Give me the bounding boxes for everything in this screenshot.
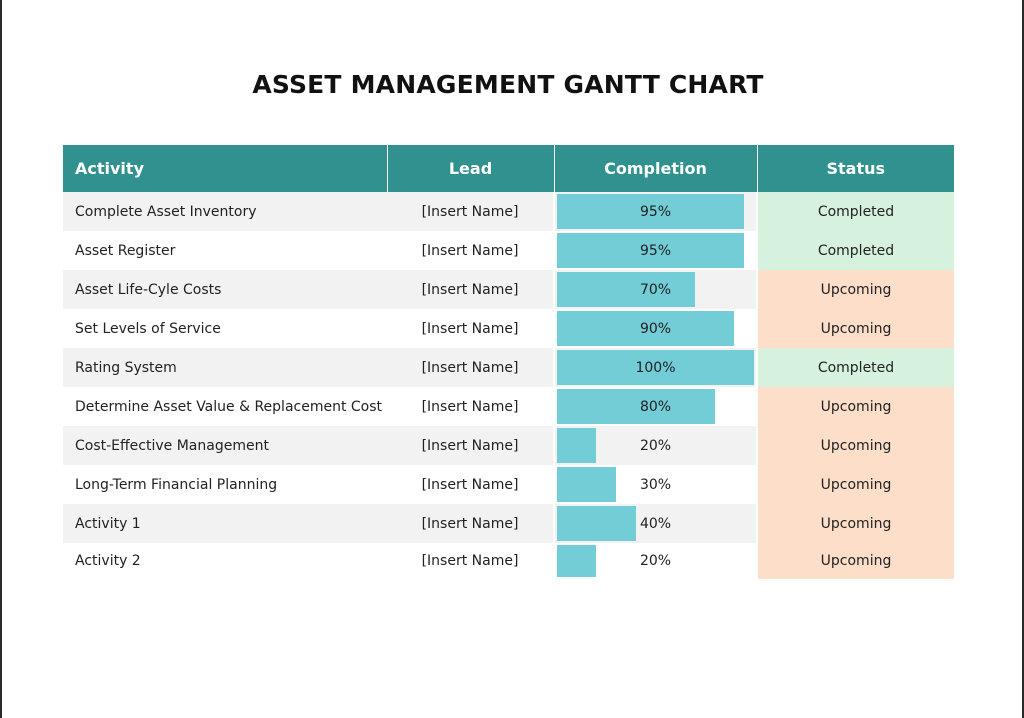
completion-track: 20% [557,428,754,463]
completion-bar [557,311,735,346]
activity-cell: Cost-Effective Management [63,426,387,465]
completion-bar [557,233,745,268]
completion-track: 95% [557,233,754,268]
column-header-activity: Activity [63,145,387,192]
completion-cell: 95% [553,231,757,270]
lead-cell: [Insert Name] [421,320,519,337]
completion-bar [557,272,695,307]
completion-track: 100% [557,350,754,385]
lead-cell: [Insert Name] [421,242,519,259]
table-row: Long-Term Financial Planning [Insert Nam… [63,465,954,504]
activity-cell: Asset Register [75,242,176,259]
status-cell: Upcoming [756,543,954,579]
activity-cell: Complete Asset Inventory [63,192,387,231]
completion-cell: 20% [553,543,757,579]
table-row: Cost-Effective Management [Insert Name] … [63,426,954,465]
table-row: Complete Asset Inventory [Insert Name] 9… [63,192,954,231]
activity-cell: Asset Life-Cyle Costs [63,270,387,309]
status-cell: Upcoming [756,504,954,543]
completion-label: 95% [639,203,672,220]
activity-cell: Activity 2 [75,553,141,569]
status-cell: Upcoming [756,465,954,504]
completion-cell: 100% [553,348,757,387]
completion-bar [557,545,597,577]
completion-track: 80% [557,389,754,424]
lead-cell: [Insert Name] [387,504,554,543]
column-header-completion: Completion [553,145,757,192]
completion-bar [557,506,636,541]
table-row: Asset Life-Cyle Costs [Insert Name] 70% … [63,270,954,309]
lead-cell: [Insert Name] [387,192,554,231]
completion-track: 95% [557,194,754,229]
completion-cell: 70% [553,270,757,309]
status-cell: Upcoming [756,426,954,465]
completion-label: 70% [639,281,672,298]
activity-cell: Activity 1 [63,504,387,543]
lead-cell: [Insert Name] [387,426,554,465]
completion-label: 20% [639,553,672,569]
table-row: Activity 2 [Insert Name] 20% Upcoming [63,543,954,579]
completion-cell: 95% [553,192,757,231]
completion-bar [557,428,597,463]
lead-cell: [Insert Name] [387,270,554,309]
completion-cell: 90% [553,309,757,348]
completion-label: 30% [639,476,672,493]
completion-bar [557,467,617,502]
column-header-status: Status [756,145,954,192]
table-row: Determine Asset Value & Replacement Cost… [63,387,954,426]
activity-cell: Set Levels of Service [75,320,221,337]
completion-track: 20% [557,545,754,577]
completion-cell: 30% [553,465,757,504]
lead-cell: [Insert Name] [421,553,519,569]
lead-cell: [Insert Name] [387,348,554,387]
status-cell: Completed [756,231,954,270]
completion-label: 80% [639,398,672,415]
completion-bar [557,389,715,424]
gantt-table: Activity Lead Completion Status Complete… [63,145,954,579]
completion-track: 90% [557,311,754,346]
activity-cell: Rating System [63,348,387,387]
header-row: Activity Lead Completion Status [63,145,954,192]
completion-cell: 80% [553,387,757,426]
completion-cell: 20% [553,426,757,465]
lead-cell: [Insert Name] [421,398,519,415]
completion-track: 40% [557,506,754,541]
column-header-lead: Lead [386,145,554,192]
table-row: Activity 1 [Insert Name] 40% Upcoming [63,504,954,543]
table-row: Set Levels of Service [Insert Name] 90% … [63,309,954,348]
completion-label: 20% [639,437,672,454]
status-cell: Upcoming [756,309,954,348]
page-title: ASSET MANAGEMENT GANTT CHART [252,70,764,99]
status-cell: Upcoming [756,270,954,309]
activity-cell: Long-Term Financial Planning [75,476,278,493]
status-cell: Upcoming [756,387,954,426]
table-body: Complete Asset Inventory [Insert Name] 9… [63,192,954,579]
lead-cell: [Insert Name] [421,476,519,493]
completion-bar [557,194,745,229]
status-cell: Completed [756,192,954,231]
status-cell: Completed [756,348,954,387]
completion-label: 95% [639,242,672,259]
completion-track: 70% [557,272,754,307]
completion-track: 30% [557,467,754,502]
completion-bar [557,350,754,385]
completion-cell: 40% [553,504,757,543]
completion-label: 40% [639,515,672,532]
completion-label: 90% [639,320,672,337]
completion-label: 100% [635,359,676,376]
table-row: Rating System [Insert Name] 100% Complet… [63,348,954,387]
table-row: Asset Register [Insert Name] 95% Complet… [63,231,954,270]
activity-cell: Determine Asset Value & Replacement Cost [75,398,383,415]
